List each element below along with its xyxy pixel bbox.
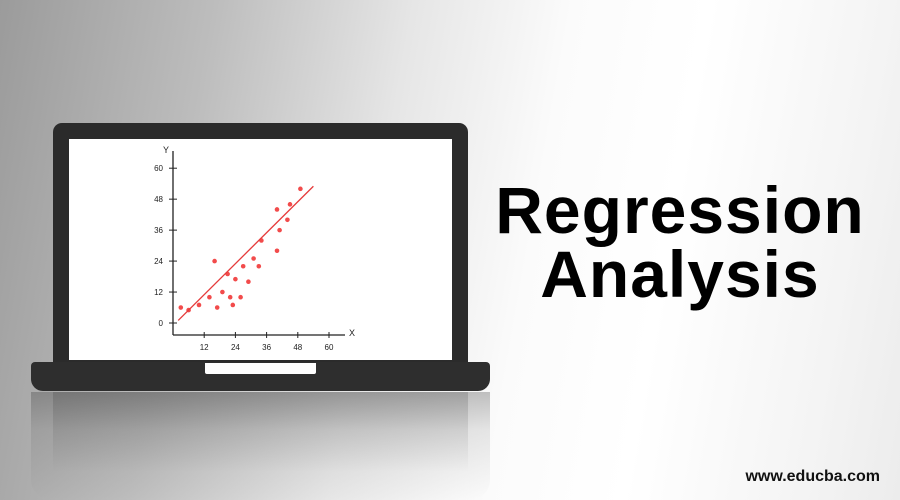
y-tick-label: 36 (154, 226, 163, 235)
x-tick-label: 36 (262, 343, 271, 352)
x-tick-label: 24 (231, 343, 240, 352)
laptop-reflection (31, 392, 490, 500)
x-axis-label: X (349, 328, 355, 338)
data-point (230, 302, 236, 308)
y-tick-label: 12 (154, 288, 163, 297)
page-title: Regression Analysis (460, 173, 900, 311)
data-point (251, 256, 256, 261)
laptop-screen (69, 139, 452, 360)
data-point (277, 227, 282, 233)
regression-scatter-chart: Y X 0 12 24 36 48 60 12 24 36 48 60 (154, 145, 355, 352)
data-point (240, 263, 246, 269)
data-point (274, 207, 280, 212)
data-point (220, 289, 225, 295)
data-point (212, 258, 217, 264)
data-point (238, 294, 243, 300)
chart-axes: Y X (163, 145, 355, 338)
data-point (274, 248, 280, 254)
data-point (246, 279, 251, 285)
data-point (287, 202, 293, 207)
data-point (196, 302, 202, 308)
y-tick-label: 24 (154, 257, 163, 266)
chart-points (178, 186, 303, 313)
data-point (233, 276, 238, 282)
website-url: www.educba.com (745, 468, 880, 485)
laptop-reflection-screen (53, 392, 468, 472)
x-tick-label: 48 (293, 343, 302, 352)
y-tick-label: 0 (159, 319, 164, 328)
data-point (178, 305, 184, 310)
y-tick-label: 60 (154, 164, 163, 173)
regression-line (177, 185, 314, 321)
y-axis-label: Y (163, 145, 169, 155)
data-point (207, 294, 212, 300)
data-point (214, 305, 220, 310)
data-point (227, 294, 233, 300)
x-tick-label: 60 (325, 343, 334, 352)
y-tick-label: 48 (154, 195, 163, 204)
title-line-1: Regression (495, 173, 865, 247)
data-point (256, 263, 262, 269)
x-tick-label: 12 (200, 343, 209, 352)
data-point (298, 186, 303, 192)
title-line-2: Analysis (540, 237, 820, 311)
laptop-trackpad (205, 363, 316, 374)
data-point (285, 217, 290, 223)
chart-ticks: 0 12 24 36 48 60 12 24 36 48 60 (154, 164, 334, 352)
